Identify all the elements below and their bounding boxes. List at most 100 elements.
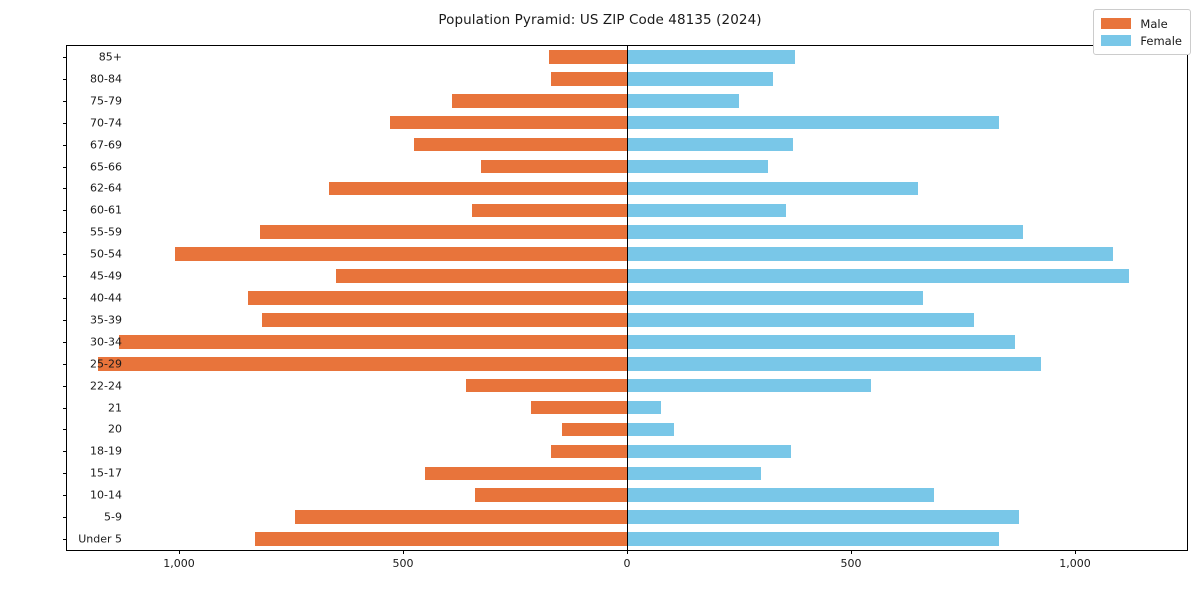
y-tick-mark [63,78,67,80]
bar-female [627,72,773,86]
bar-male [98,356,627,371]
bar-row [67,335,1187,349]
y-axis-label: 85+ [98,50,122,64]
bar-male [562,422,627,437]
bar-row [67,400,1187,415]
y-axis-label: 67-69 [90,138,122,152]
bar-female [627,159,769,174]
bar-female [627,137,793,152]
bar-female [627,181,919,196]
bar-male [329,181,627,196]
y-tick-mark [63,385,67,387]
bar-female [627,335,1015,349]
bar-male [248,291,627,305]
bar-row [67,291,1187,305]
bar-male [472,203,627,218]
y-tick-mark [63,144,67,146]
y-axis-label: 35-39 [90,313,122,327]
bar-female [627,93,739,108]
y-tick-mark [63,298,67,299]
y-axis-label: 18-19 [90,444,122,458]
y-tick-mark [63,517,67,519]
y-axis-label: 75-79 [90,94,122,108]
y-axis-label: 45-49 [90,269,122,283]
bar-row [67,269,1187,283]
x-axis-label: 500 [840,557,862,570]
y-tick-mark [63,188,67,190]
bar-male [261,313,627,327]
bar-female [627,444,791,459]
y-axis-label: 62-64 [90,181,122,195]
y-axis-label: 22-24 [90,379,122,393]
y-axis-label: 60-61 [90,203,122,217]
y-tick-mark [63,429,67,431]
y-tick-mark [63,407,67,409]
y-tick-mark [63,451,67,453]
x-tick-mark [403,550,404,554]
legend-swatch-female [1101,35,1132,46]
bar-male [530,400,627,415]
bar-row [67,137,1187,152]
bar-female [627,532,999,546]
y-axis-label: 65-66 [90,160,122,174]
bar-male [389,115,627,130]
bar-row [67,378,1187,393]
y-tick-mark [63,166,67,168]
legend-item-female: Female [1101,32,1182,49]
legend-swatch-male [1101,18,1132,29]
bar-male [550,72,627,86]
zero-axis-line [627,46,628,550]
bar-row [67,72,1187,86]
y-tick-mark [63,539,67,541]
bar-male [259,225,627,240]
bar-female [627,510,1019,524]
bar-male [425,466,627,481]
y-axis-label: 80-84 [90,72,122,86]
legend-item-male: Male [1101,15,1182,32]
x-tick-mark [1075,550,1076,554]
y-tick-mark [63,122,67,124]
x-axis-label: 1,000 [163,557,195,570]
y-tick-mark [63,210,67,212]
bar-row [67,422,1187,437]
bar-row [67,50,1187,64]
x-axis-label: 1,000 [1059,557,1091,570]
bar-female [627,225,1024,240]
y-tick-mark [63,319,67,321]
bar-row [67,444,1187,459]
y-axis-label: 70-74 [90,116,122,130]
bar-female [627,488,934,502]
bar-row [67,356,1187,371]
y-tick-mark [63,495,67,497]
bar-row [67,115,1187,130]
y-axis-label: 55-59 [90,225,122,239]
x-axis-label: 0 [623,557,631,570]
bar-female [627,203,787,218]
bar-male [550,444,627,459]
bar-row [67,488,1187,502]
chart-title: Population Pyramid: US ZIP Code 48135 (2… [438,12,762,28]
y-tick-mark [63,473,67,475]
y-axis-label: 40-44 [90,291,122,305]
bar-row [67,313,1187,327]
bar-female [627,400,661,415]
bar-row [67,159,1187,174]
bar-row [67,225,1187,240]
bar-male [295,510,627,524]
y-axis-label: 15-17 [90,466,122,480]
bar-row [67,181,1187,196]
bar-row [67,247,1187,261]
plot-frame: 85+ 80-84 75-79 70-74 67-69 65-66 62-64 60-61 55… [63,45,1188,570]
y-tick-mark [63,56,67,58]
legend-label-female: Female [1140,33,1182,48]
bar-female [627,356,1042,371]
bar-female [627,291,923,305]
bar-male [174,247,627,261]
y-axis-label: 5-9 [104,510,122,524]
bar-female [627,313,975,327]
bar-female [627,466,762,481]
bar-male [481,159,627,174]
y-axis-label: 10-14 [90,488,122,502]
bar-male [118,335,627,349]
